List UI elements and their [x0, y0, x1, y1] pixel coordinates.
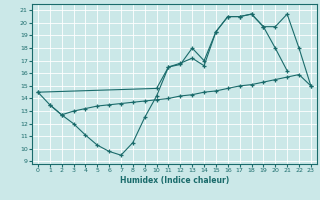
X-axis label: Humidex (Indice chaleur): Humidex (Indice chaleur) — [120, 176, 229, 185]
